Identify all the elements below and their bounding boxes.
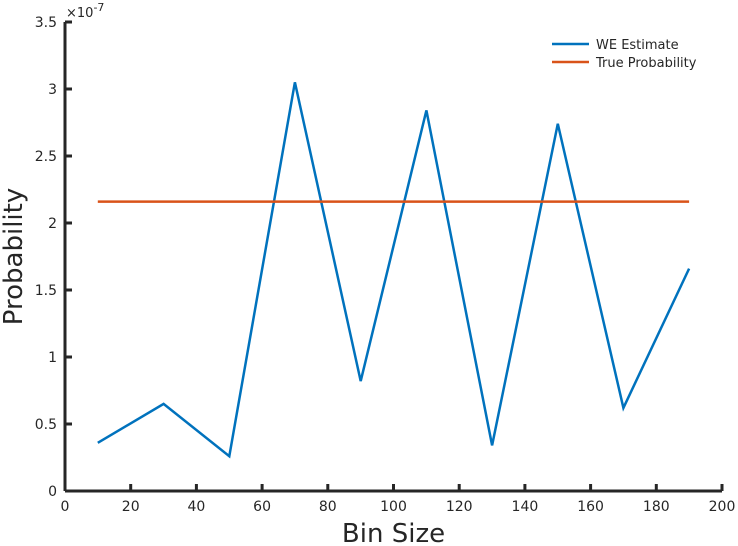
x-tick-label: 80 [319, 499, 337, 515]
legend-entry: WE Estimate [596, 38, 679, 53]
y-tick-label: 3.5 [35, 15, 57, 31]
x-tick-label: 60 [253, 499, 271, 515]
y-tick-label: 0 [48, 484, 57, 500]
y-exponent-label: ×10-7 [66, 1, 104, 21]
x-tick-label: 180 [643, 499, 670, 515]
series-layer [97, 82, 691, 459]
y-tick-label: 2 [48, 216, 57, 232]
x-tick-label: 160 [577, 499, 604, 515]
y-tick-label: 0.5 [35, 417, 57, 433]
x-tick-label: 120 [446, 499, 473, 515]
x-tick-label: 200 [709, 499, 736, 515]
legend-entry: True Probability [595, 56, 697, 71]
series-line-0 [97, 82, 691, 459]
y-tick-label: 3 [48, 82, 57, 98]
legend: WE Estimate True Probability [552, 38, 697, 71]
axes: 0 20 40 60 80 100 120 140 160 180 200 0 0.5 1 1.5 2 2.5 3… [35, 15, 736, 515]
y-axis-label: Probability [0, 188, 29, 325]
y-tick-label: 2.5 [35, 149, 57, 165]
x-tick-label: 20 [122, 499, 140, 515]
x-tick-label: 100 [380, 499, 407, 515]
x-axis-label: Bin Size [342, 519, 445, 546]
y-tick-label: 1 [48, 350, 57, 366]
x-tick-label: 40 [187, 499, 205, 515]
y-tick-label: 1.5 [35, 283, 57, 299]
x-tick-label: 140 [512, 499, 539, 515]
x-tick-label: 0 [61, 499, 70, 515]
